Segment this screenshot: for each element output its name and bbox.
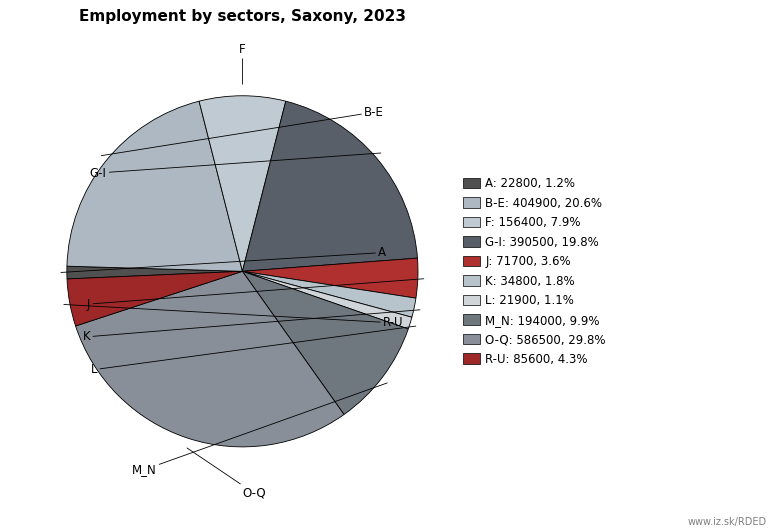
Text: R-U: R-U (64, 304, 404, 329)
Text: G-I: G-I (90, 153, 381, 179)
Text: M_N: M_N (131, 383, 387, 476)
Title: Employment by sectors, Saxony, 2023: Employment by sectors, Saxony, 2023 (79, 9, 406, 23)
Text: L: L (91, 326, 416, 376)
Wedge shape (67, 271, 242, 326)
Text: K: K (83, 310, 420, 343)
Text: www.iz.sk/RDED: www.iz.sk/RDED (687, 517, 766, 527)
Wedge shape (242, 271, 412, 329)
Text: O-Q: O-Q (187, 448, 266, 500)
Wedge shape (242, 258, 418, 298)
Text: F: F (239, 43, 246, 84)
Wedge shape (242, 101, 418, 271)
Wedge shape (242, 271, 408, 414)
Wedge shape (67, 101, 242, 271)
Wedge shape (242, 271, 416, 317)
Text: A: A (61, 246, 386, 272)
Text: J: J (87, 279, 424, 311)
Legend: A: 22800, 1.2%, B-E: 404900, 20.6%, F: 156400, 7.9%, G-I: 390500, 19.8%, J: 7170: A: 22800, 1.2%, B-E: 404900, 20.6%, F: 1… (460, 173, 609, 369)
Wedge shape (76, 271, 344, 447)
Wedge shape (66, 266, 242, 279)
Text: B-E: B-E (102, 106, 384, 156)
Wedge shape (199, 96, 285, 271)
